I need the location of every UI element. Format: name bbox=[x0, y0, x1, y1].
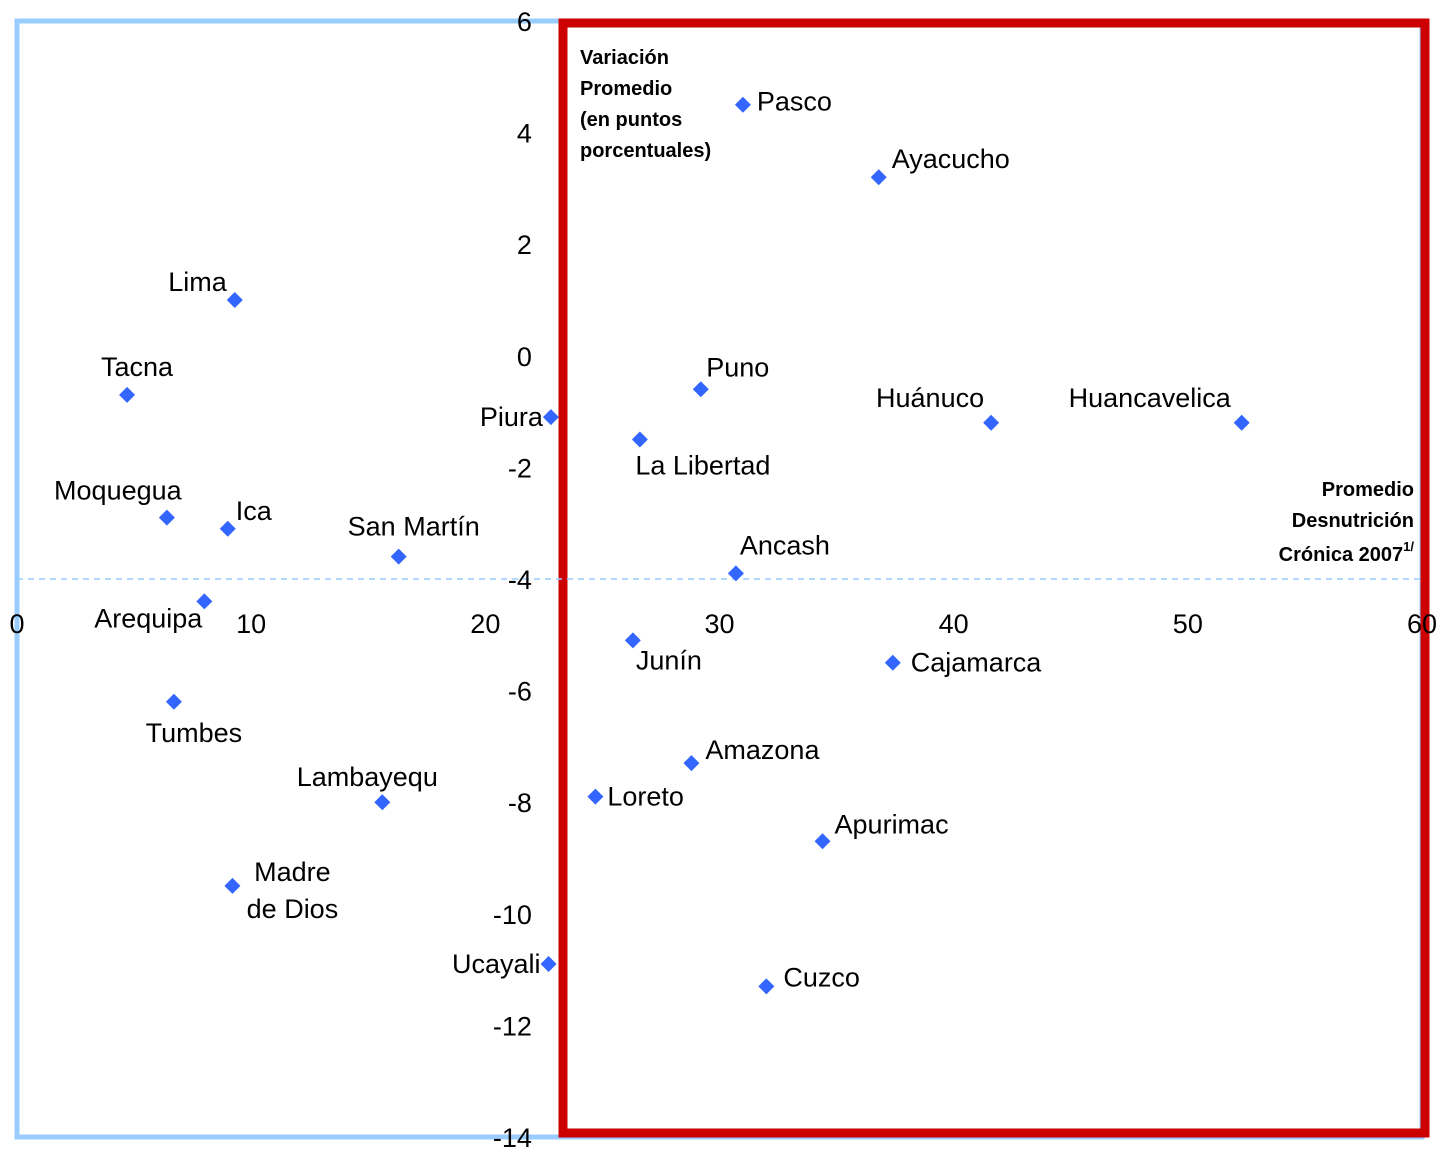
x-tick-label: 50 bbox=[1173, 609, 1203, 639]
x-axis-ticks: 0 10 20 30 40 50 60 bbox=[9, 609, 1437, 639]
data-point-label: Moquegua bbox=[54, 476, 183, 506]
data-point-label: Pasco bbox=[757, 87, 832, 117]
data-point-label: Cajamarca bbox=[911, 648, 1043, 678]
data-point bbox=[727, 565, 744, 582]
data-point-label: Junín bbox=[636, 645, 702, 675]
data-point-label: Tacna bbox=[101, 352, 174, 382]
data-point bbox=[587, 788, 604, 805]
y-axis-title-line: Variación bbox=[580, 47, 669, 69]
data-point-label: Huánuco bbox=[876, 383, 984, 413]
data-point bbox=[224, 877, 241, 894]
data-point bbox=[542, 409, 559, 426]
y-tick-label: 0 bbox=[517, 342, 532, 372]
data-point-label: Apurimac bbox=[835, 809, 949, 839]
data-point-label-line: de Dios bbox=[247, 894, 339, 924]
y-tick-label: 4 bbox=[517, 119, 532, 149]
data-point-label: Tumbes bbox=[146, 718, 243, 748]
data-point bbox=[219, 520, 236, 537]
data-point bbox=[758, 978, 775, 995]
data-point bbox=[683, 755, 700, 772]
x-axis-title-line: Desnutrición bbox=[1292, 510, 1414, 532]
x-tick-label: 60 bbox=[1407, 609, 1437, 639]
data-point bbox=[1233, 414, 1250, 431]
data-point-label: Ayacucho bbox=[892, 144, 1010, 174]
data-point bbox=[226, 292, 243, 308]
data-point bbox=[734, 96, 751, 113]
data-point-label: La Libertad bbox=[635, 451, 770, 481]
data-point bbox=[631, 431, 648, 448]
x-tick-label: 0 bbox=[9, 609, 24, 639]
y-axis-title-line: porcentuales) bbox=[580, 140, 711, 162]
y-tick-label: -2 bbox=[508, 453, 532, 483]
data-point-label: Puno bbox=[706, 352, 769, 382]
y-tick-label: -10 bbox=[493, 900, 532, 930]
data-point bbox=[884, 654, 901, 671]
data-labels: Pasco Ayacucho Lima Tacna Puno Piura La Libert… bbox=[54, 87, 1232, 993]
data-point bbox=[814, 833, 831, 850]
data-point bbox=[624, 632, 641, 649]
x-axis-title: Promedio Desnutrición Crónica 20071/ bbox=[1279, 479, 1415, 566]
y-tick-label: -6 bbox=[508, 677, 532, 707]
y-axis-ticks: 6 4 2 0 -2 -4 -6 -8 -10 -12 -14 bbox=[493, 7, 532, 1149]
data-point-label: Lambayequ bbox=[297, 762, 438, 792]
data-point-label: Amazona bbox=[705, 735, 820, 765]
y-tick-label: -14 bbox=[493, 1123, 532, 1149]
data-point-label: Lima bbox=[168, 267, 228, 297]
x-tick-label: 20 bbox=[470, 609, 500, 639]
x-axis-title-main: Crónica 2007 bbox=[1279, 544, 1404, 566]
x-axis-title-line: Promedio bbox=[1322, 479, 1414, 501]
data-point bbox=[540, 956, 557, 973]
x-tick-label: 30 bbox=[704, 609, 734, 639]
data-point bbox=[983, 414, 1000, 431]
y-axis-title-line: (en puntos bbox=[580, 109, 682, 131]
data-point-label: Cuzco bbox=[783, 962, 860, 992]
data-point bbox=[374, 794, 391, 811]
x-axis-title-superscript: 1/ bbox=[1403, 539, 1414, 554]
data-point-label: San Martín bbox=[348, 512, 480, 542]
data-point-label: Ancash bbox=[740, 530, 830, 560]
data-point-label: Huancavelica bbox=[1069, 383, 1232, 413]
data-point-label: Ucayali bbox=[452, 949, 541, 979]
data-point bbox=[196, 593, 213, 610]
data-points bbox=[119, 96, 1250, 995]
y-axis-title-line: Promedio bbox=[580, 78, 672, 100]
data-point bbox=[692, 381, 709, 398]
data-point-label: Loreto bbox=[607, 782, 684, 812]
y-tick-label: -8 bbox=[508, 788, 532, 818]
y-axis-title: Variación Promedio (en puntos porcentual… bbox=[580, 47, 711, 162]
data-point-label: Madre de Dios bbox=[247, 857, 339, 924]
y-tick-label: -4 bbox=[508, 565, 532, 595]
y-tick-label: 6 bbox=[517, 7, 532, 37]
data-point bbox=[165, 693, 182, 710]
x-axis-title-line: Crónica 20071/ bbox=[1279, 539, 1415, 566]
y-tick-label: -12 bbox=[493, 1011, 532, 1041]
data-point-label: Piura bbox=[480, 402, 544, 432]
data-point-label: Ica bbox=[236, 496, 273, 526]
x-tick-label: 10 bbox=[236, 609, 266, 639]
x-tick-label: 40 bbox=[939, 609, 969, 639]
data-point bbox=[870, 169, 887, 186]
data-point-label-line: Madre bbox=[254, 857, 331, 887]
data-point bbox=[119, 386, 136, 403]
data-point bbox=[390, 548, 407, 565]
data-point-label: Arequipa bbox=[94, 603, 203, 633]
right-region-box bbox=[558, 18, 1430, 1138]
data-point bbox=[158, 509, 175, 526]
y-tick-label: 2 bbox=[517, 230, 532, 260]
